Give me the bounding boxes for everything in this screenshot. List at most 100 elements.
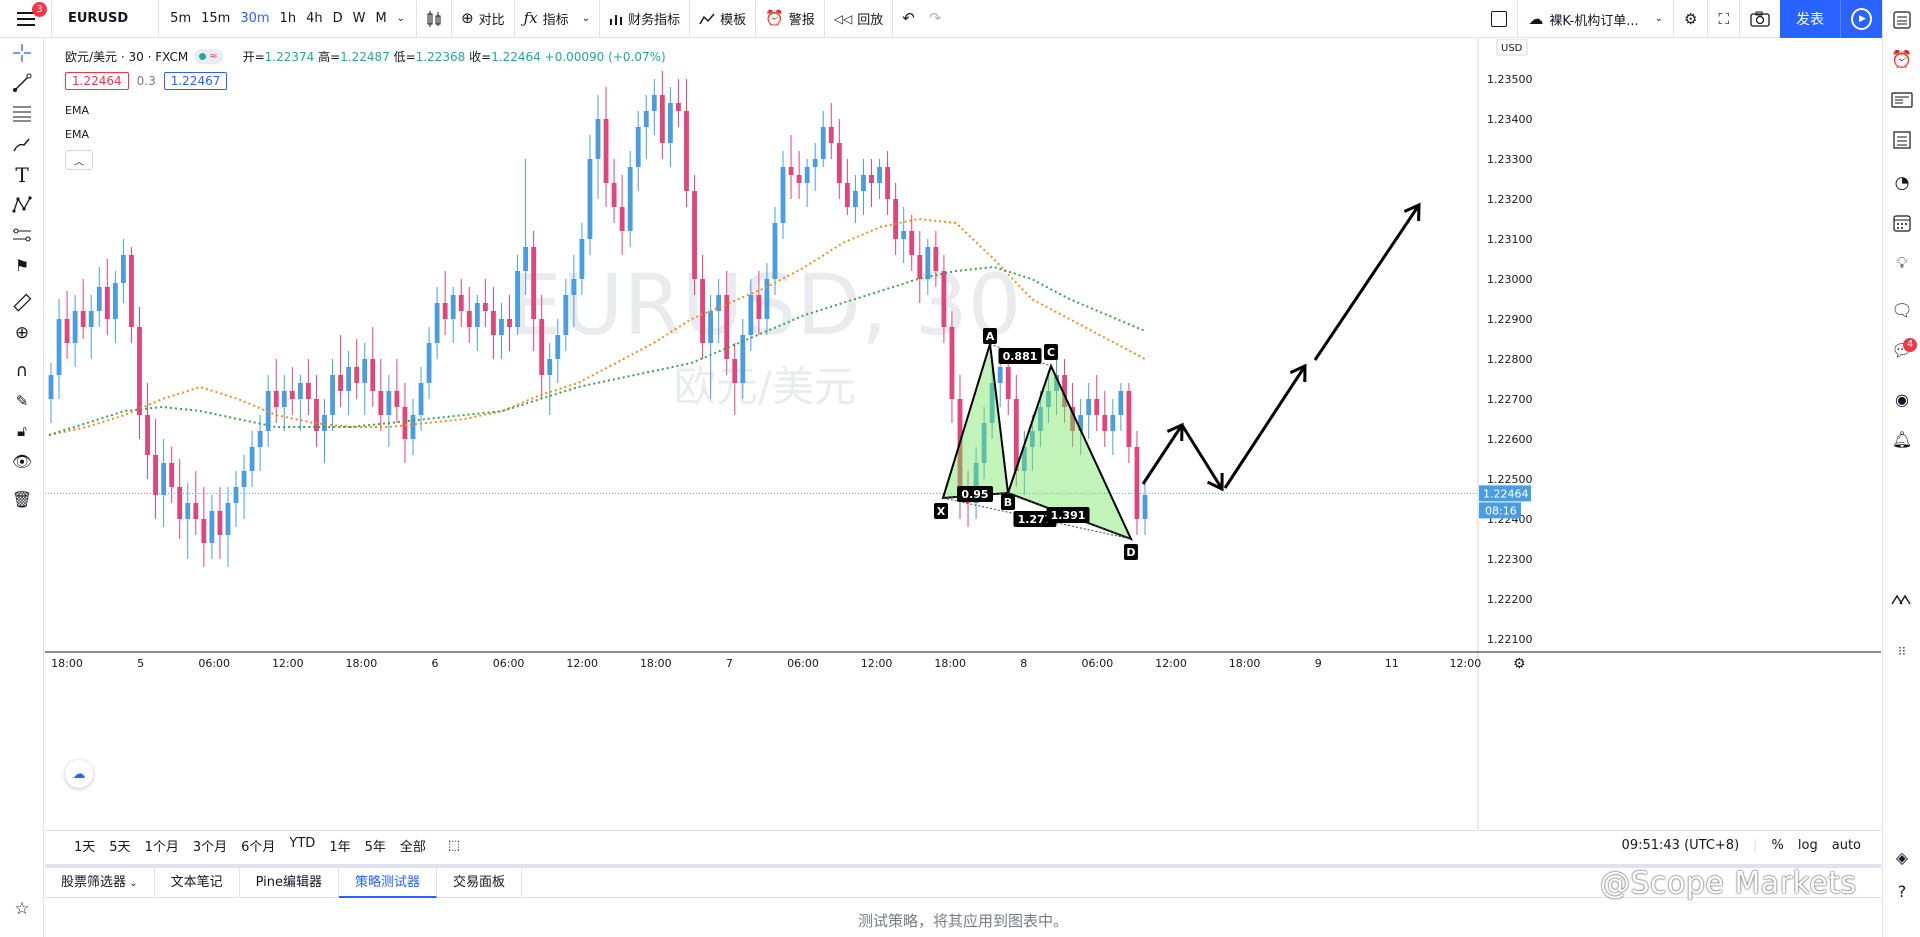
- zoom-tool[interactable]: ⊕: [0, 318, 44, 348]
- interval-d[interactable]: D: [332, 11, 343, 26]
- log-scale-button[interactable]: log: [1797, 838, 1818, 853]
- interval-w[interactable]: W: [352, 11, 366, 26]
- measure-tool[interactable]: [0, 288, 44, 318]
- text-tool[interactable]: T: [0, 160, 44, 190]
- time-tick-label: 7: [726, 657, 733, 670]
- tradingview-logo[interactable]: ☁: [65, 760, 93, 788]
- templates-button[interactable]: 模板: [690, 0, 757, 38]
- interval-4h[interactable]: 4h: [306, 11, 323, 26]
- range-button[interactable]: 全部: [399, 840, 426, 855]
- range-button[interactable]: 5年: [364, 840, 386, 855]
- collapse-legend-button[interactable]: ︿: [65, 150, 93, 170]
- bottom-tab[interactable]: 文本笔记: [155, 868, 240, 898]
- market-status[interactable]: ≈: [194, 49, 223, 64]
- goto-date-button[interactable]: ⬚: [441, 838, 467, 853]
- percent-scale-button[interactable]: %: [1771, 838, 1784, 853]
- fullscreen-button[interactable]: ⛶: [1707, 0, 1739, 38]
- candle-body: [1062, 375, 1067, 407]
- interval-5m[interactable]: 5m: [170, 11, 192, 26]
- indicators-label: 指标: [542, 13, 569, 28]
- candle-body: [844, 183, 850, 207]
- undo-icon[interactable]: ↶: [902, 9, 915, 27]
- range-button[interactable]: 6个月: [241, 840, 276, 855]
- icons-tool[interactable]: ⚑: [0, 250, 44, 280]
- cloud-logo-icon: ☁: [72, 766, 86, 782]
- ema-legend-2[interactable]: EMA: [65, 128, 89, 141]
- layout-name-button[interactable]: ☁ 裸K-机构订单... ⌄: [1517, 0, 1673, 38]
- redo-icon[interactable]: ↷: [928, 9, 942, 27]
- streams-button[interactable]: ◉: [1883, 384, 1920, 414]
- notifications-button[interactable]: 💬︎ 4: [1883, 336, 1920, 366]
- ideas-button[interactable]: 💡︎: [1883, 248, 1920, 278]
- financials-button[interactable]: 财务指标: [600, 0, 691, 38]
- order-panel-button[interactable]: [1883, 584, 1920, 614]
- news-button[interactable]: [1883, 85, 1920, 115]
- range-button[interactable]: YTD: [289, 836, 316, 851]
- stay-drawing-tool[interactable]: ✎: [0, 386, 44, 416]
- harmonic-point-label: A: [986, 330, 995, 343]
- chats-button[interactable]: 🗨︎: [1883, 296, 1920, 326]
- help-button[interactable]: ?: [1883, 876, 1920, 906]
- candle-body: [820, 127, 826, 159]
- symbol-description[interactable]: 欧元/美元 · 30 · FXCM: [65, 50, 189, 64]
- data-window-button[interactable]: [1883, 125, 1920, 155]
- currency-box: [1496, 38, 1528, 56]
- replay-button[interactable]: ◁◁ 回放: [825, 0, 894, 38]
- axis-settings-icon[interactable]: ⚙: [1513, 656, 1526, 672]
- price-chart[interactable]: EURUSD, 30欧元/美元1.235001.234001.233001.23…: [45, 38, 1881, 829]
- sell-button[interactable]: 1.22464: [65, 72, 129, 90]
- indicators-button[interactable]: ƒx 指标 ⌄: [515, 0, 601, 38]
- settings-button[interactable]: ⚙: [1673, 0, 1707, 38]
- fib-tool[interactable]: [0, 98, 44, 128]
- symbol-search[interactable]: EURUSD: [52, 0, 160, 38]
- lock-tool[interactable]: 🔓︎: [0, 416, 44, 446]
- range-button[interactable]: 1个月: [144, 840, 179, 855]
- watchlist-button[interactable]: [1883, 5, 1920, 35]
- interval-15m[interactable]: 15m: [201, 11, 231, 26]
- bottom-tab[interactable]: 股票筛选器 ⌄: [45, 868, 155, 898]
- pattern-tool[interactable]: [0, 190, 44, 220]
- interval-m[interactable]: M: [375, 11, 387, 26]
- prediction-tool[interactable]: [0, 220, 44, 250]
- auto-scale-button[interactable]: auto: [1831, 838, 1861, 853]
- interval-1h[interactable]: 1h: [279, 11, 297, 26]
- interval-30m[interactable]: 30m: [240, 11, 270, 26]
- calendar-button[interactable]: [1883, 208, 1920, 238]
- play-button[interactable]: ▶: [1840, 0, 1882, 38]
- notifications-bell-button[interactable]: 🔔︎: [1883, 424, 1920, 454]
- snapshot-button[interactable]: [1739, 0, 1780, 38]
- compare-button[interactable]: ⊕ 对比: [452, 0, 515, 38]
- candle-body: [64, 319, 70, 343]
- range-button[interactable]: 5天: [109, 840, 131, 855]
- hide-tool[interactable]: 👁︎: [0, 446, 44, 476]
- crosshair-tool[interactable]: [0, 38, 44, 68]
- candle-body: [426, 343, 432, 383]
- range-button[interactable]: 1天: [74, 840, 96, 855]
- chart-area[interactable]: EURUSD, 30 欧元/美元 1.23500 1.23400 1.23300 1.23…: [45, 38, 1881, 859]
- range-button[interactable]: 3个月: [192, 840, 228, 855]
- range-button[interactable]: 1年: [329, 840, 351, 855]
- hotlist-button[interactable]: ◔: [1883, 168, 1920, 198]
- bottom-tab[interactable]: 交易面板: [437, 868, 523, 898]
- trendline-tool[interactable]: [0, 68, 44, 98]
- remove-tool[interactable]: 🗑︎: [0, 484, 44, 514]
- more-intervals-icon[interactable]: ⌄: [396, 13, 406, 24]
- magnet-tool[interactable]: ∩: [0, 356, 44, 386]
- chart-type-button[interactable]: [417, 0, 453, 38]
- multi-layout-button[interactable]: [1481, 0, 1517, 38]
- ema-legend-1[interactable]: EMA: [65, 104, 89, 117]
- layers-button[interactable]: ◈: [1883, 842, 1920, 872]
- dom-button[interactable]: ⁝⁝: [1883, 636, 1920, 666]
- alerts-button[interactable]: ⏰ 警报: [756, 0, 825, 38]
- publish-button[interactable]: 发表: [1780, 0, 1840, 38]
- clock-time[interactable]: 09:51:43 (UTC+8): [1621, 838, 1740, 853]
- buy-button[interactable]: 1.22467: [163, 72, 228, 90]
- brush-tool[interactable]: [0, 130, 44, 160]
- bottom-tab[interactable]: 策略测试器: [339, 868, 438, 898]
- candle-body: [378, 391, 384, 415]
- bottom-tab[interactable]: Pine编辑器: [240, 868, 339, 898]
- main-menu-button[interactable]: 3: [0, 0, 52, 38]
- alerts-panel-button[interactable]: ⏰: [1883, 45, 1920, 75]
- favorites-tool[interactable]: ☆: [0, 894, 44, 924]
- candle-body: [643, 111, 649, 127]
